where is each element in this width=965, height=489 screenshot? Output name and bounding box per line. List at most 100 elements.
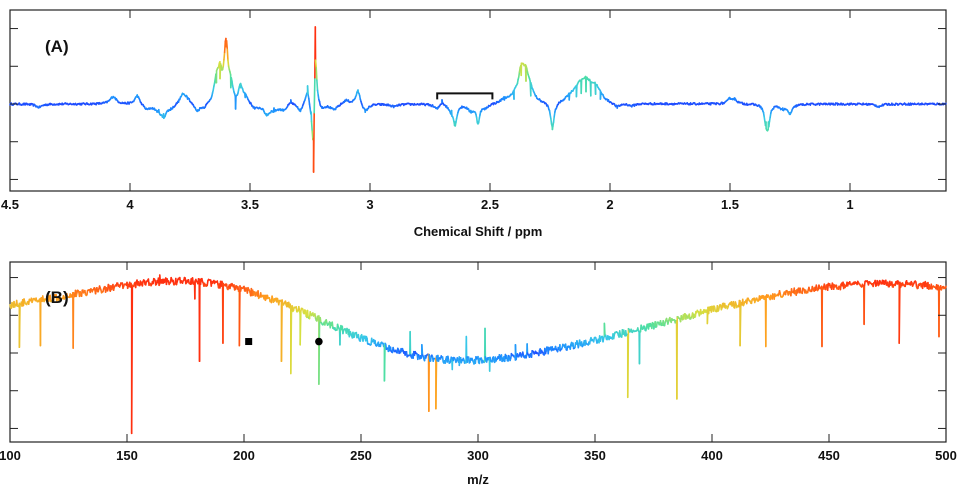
- spectrum-segment: [225, 40, 229, 51]
- spectrum-segment: [295, 306, 298, 313]
- spectrum-segment: [944, 285, 947, 289]
- spectrum-segment: [421, 343, 424, 356]
- x-tick-label: 3.5: [241, 197, 259, 212]
- panel-b-spectrum: [9, 274, 947, 435]
- panel-b-xticks: 100 150 200 250 300 350 400 450 500: [0, 262, 957, 463]
- x-tick-label: 100: [0, 448, 21, 463]
- spectrum-segment: [768, 120, 771, 128]
- x-tick-label: 3: [366, 197, 373, 212]
- x-tick-label: 200: [233, 448, 255, 463]
- panel-b-yticks: [10, 277, 946, 429]
- spectrum-segment: [745, 297, 749, 305]
- spectrum-segment: [710, 305, 713, 313]
- spectrum-segment: [280, 299, 283, 363]
- spectrum-segment: [739, 305, 742, 347]
- spectrum-segment: [921, 281, 925, 290]
- spectrum-segment: [310, 120, 313, 132]
- spectrum-segment: [308, 103, 311, 110]
- spectrum-segment: [199, 278, 203, 286]
- x-tick-label: 400: [701, 448, 723, 463]
- panel-a-spectrum: [9, 26, 947, 173]
- spectrum-segment: [316, 79, 319, 92]
- x-tick-label: 2.5: [481, 197, 499, 212]
- spectrum-segment: [304, 309, 307, 318]
- spectrum-segment: [313, 76, 316, 114]
- spectrum-segment: [289, 309, 293, 375]
- x-tick-label: 150: [116, 448, 138, 463]
- spectrum-segment: [572, 342, 575, 350]
- x-tick-label: 450: [818, 448, 840, 463]
- spectrum-segment: [823, 283, 826, 290]
- spectrum-segment: [550, 117, 553, 125]
- spectrum-segment: [299, 310, 302, 346]
- spectrum-segment: [626, 327, 630, 399]
- spectrum-segment: [308, 97, 311, 105]
- spectrum-segment: [306, 85, 309, 96]
- x-tick-label: 4: [126, 197, 134, 212]
- spectrum-segment: [312, 111, 316, 173]
- spectrum-segment: [898, 281, 901, 344]
- spectrum-segment: [477, 355, 480, 364]
- spectrum-segment: [315, 67, 318, 81]
- x-tick-label: 350: [584, 448, 606, 463]
- spectrum-segment: [458, 358, 461, 367]
- x-tick-label: 1.5: [721, 197, 739, 212]
- panel-a-xticks: 4.5 4 3.5 3 2.5 2 1.5 1: [1, 10, 854, 212]
- spectrum-segment: [318, 320, 321, 385]
- spectrum-segment: [94, 287, 98, 295]
- spectrum-segment: [49, 294, 52, 303]
- spectrum-segment: [80, 289, 84, 298]
- panel-b-label: (B): [45, 288, 69, 307]
- spectrum-segment: [575, 84, 578, 98]
- spectrum-segment: [316, 89, 320, 96]
- x-tick-label: 1: [846, 197, 853, 212]
- spectrum-segment: [383, 342, 386, 382]
- spectrum-segment: [466, 356, 469, 363]
- square-marker: [245, 338, 253, 346]
- spectrum-segment: [223, 40, 227, 54]
- spectrum-segment: [530, 349, 533, 359]
- spectrum-segment: [319, 316, 322, 324]
- spectrum-segment: [226, 48, 229, 61]
- spectrum-segment: [227, 59, 230, 68]
- spectrum-segment: [134, 281, 138, 289]
- spectrum-segment: [505, 355, 509, 362]
- spectrum-segment: [654, 321, 657, 328]
- spectrum-segment: [564, 343, 568, 351]
- spectrum-segment: [441, 356, 445, 363]
- x-tick-label: 4.5: [1, 197, 19, 212]
- spectrum-segment: [603, 322, 606, 337]
- spectrum-segment: [429, 355, 433, 362]
- spectrum-segment: [306, 309, 309, 319]
- spectrum-segment: [839, 283, 842, 291]
- panel-a-frame: [9, 9, 947, 192]
- panel-a: 4.5 4 3.5 3 2.5 2 1.5 1 (A) Chemical Shift / pp…: [1, 9, 947, 239]
- panel-b-x-axis-label: m/z: [467, 472, 489, 487]
- x-tick-label: 500: [935, 448, 957, 463]
- panel-a-label: (A): [45, 37, 69, 56]
- spectrum-segment: [428, 353, 431, 362]
- spectrum-segment: [18, 303, 21, 349]
- panel-a-yticks: [10, 28, 946, 180]
- spectrum-segment: [311, 130, 314, 141]
- spectrum-segment: [222, 59, 225, 68]
- spectrum-segment: [130, 284, 134, 435]
- spectrum-segment: [732, 300, 735, 309]
- spectrum-segment: [331, 321, 334, 329]
- bracket-annotation: [436, 92, 494, 100]
- x-tick-label: 300: [467, 448, 489, 463]
- spectrum-segment: [683, 313, 686, 320]
- circle-marker: [315, 337, 323, 346]
- panel-a-annotations: [436, 92, 494, 100]
- panel-b: 100 150 200 250 300 350 400 450 500 (B) m/z: [0, 261, 957, 487]
- x-tick-label: 250: [350, 448, 372, 463]
- spectrum-segment: [238, 285, 241, 347]
- spectrum-segment: [359, 335, 362, 342]
- spectrum-segment: [891, 281, 894, 288]
- spectrum-segment: [435, 355, 438, 410]
- spectrum-segment: [219, 63, 222, 80]
- panel-a-x-axis-label: Chemical Shift / ppm: [414, 224, 543, 239]
- spectrum-segment: [223, 51, 226, 61]
- spectrum-segment: [314, 59, 318, 69]
